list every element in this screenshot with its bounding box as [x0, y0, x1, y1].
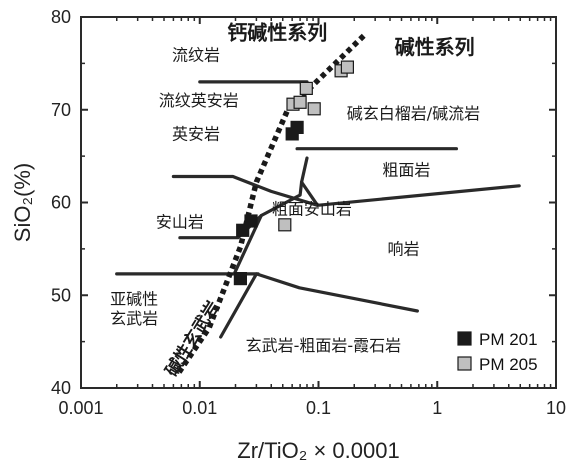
point-pm205: [299, 81, 313, 96]
x-tick-label: 0.01: [182, 398, 217, 418]
region-label: 响岩: [388, 239, 420, 258]
point-pm205: [307, 102, 321, 116]
y-tick-label: 50: [51, 285, 71, 305]
legend: PM 201 PM 205: [457, 330, 538, 374]
boundary-line: [219, 272, 419, 339]
point-pm205: [340, 60, 354, 74]
point-pm201: [244, 214, 258, 228]
x-tick-label: 0.1: [306, 398, 331, 418]
boundary-line: [178, 156, 309, 240]
legend-marker: [457, 331, 472, 346]
y-tick-label: 70: [51, 100, 71, 120]
region-label: 碱性系列: [395, 35, 475, 59]
x-tick-label: 1: [432, 398, 442, 418]
region-label: 英安岩: [172, 124, 220, 143]
boundary-line: [171, 174, 521, 207]
point-pm201: [290, 120, 304, 135]
x-axis-title: Zr/TiO₂ × 0.0001: [237, 438, 399, 463]
y-tick-label: 60: [51, 193, 71, 213]
boundary-line: [300, 180, 320, 207]
region-label: 流纹英安岩: [159, 91, 239, 110]
region-label: 碱玄白榴岩/碱流岩: [347, 104, 480, 123]
data-points: [233, 60, 354, 286]
x-tick-label: 0.001: [58, 398, 103, 418]
x-tick-label: 10: [546, 398, 566, 418]
region-label: 粗面岩: [382, 161, 430, 180]
legend-label: PM 201: [479, 330, 538, 349]
point-pm205: [278, 218, 292, 232]
legend-marker: [457, 356, 472, 371]
region-label: 钙碱性系列: [227, 20, 327, 44]
legend-label: PM 205: [479, 355, 538, 374]
region-label: 流纹岩: [172, 46, 220, 65]
region-label: 安山岩: [156, 213, 204, 232]
y-axis-title: SiO₂(%): [10, 163, 35, 242]
y-tick-label: 40: [51, 378, 71, 398]
y-tick-label: 80: [51, 7, 71, 27]
region-label: 玄武岩: [110, 309, 158, 328]
region-label: 亚碱性: [110, 290, 158, 309]
region-label: 碱性玄武岩: [161, 297, 224, 380]
point-pm205: [293, 95, 307, 109]
classification-boundaries: [115, 80, 521, 339]
region-label: 玄武岩-粗面岩-霞石岩: [246, 336, 402, 355]
region-label: 粗面安山岩: [272, 200, 352, 219]
point-pm201: [233, 272, 247, 286]
axis-ticks: 0.001 0.01 0.1 1 10 40 50 60 70 80: [51, 7, 566, 418]
